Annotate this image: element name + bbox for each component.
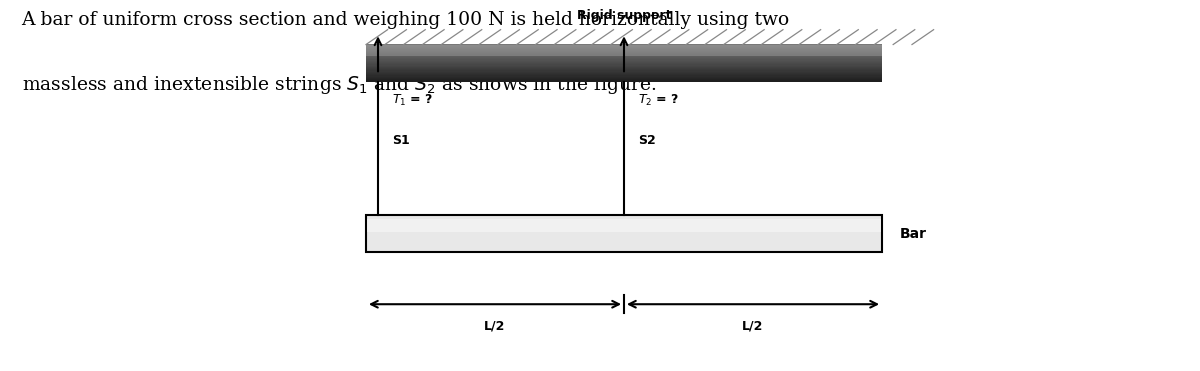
Bar [366, 59, 882, 60]
Bar [366, 71, 882, 73]
Text: $T_1$ = ?: $T_1$ = ? [392, 93, 433, 108]
Text: L/2: L/2 [743, 319, 763, 332]
Bar [366, 56, 882, 58]
Bar [366, 49, 882, 51]
Text: L/2: L/2 [485, 319, 505, 332]
Bar [366, 69, 882, 70]
Bar [366, 72, 882, 74]
Text: Bar: Bar [900, 227, 928, 241]
Bar [366, 75, 882, 77]
Bar [366, 46, 882, 48]
Bar [366, 55, 882, 57]
Bar [366, 65, 882, 67]
Bar [366, 62, 882, 64]
Bar [366, 73, 882, 75]
Bar [366, 45, 882, 56]
Bar [366, 78, 882, 81]
Bar [366, 51, 882, 53]
Text: $T_2$ = ?: $T_2$ = ? [638, 93, 679, 108]
Bar [366, 45, 882, 47]
Bar [366, 58, 882, 59]
Bar [366, 50, 882, 52]
Bar [366, 54, 882, 56]
Bar [366, 70, 882, 72]
Bar [366, 77, 882, 79]
Bar [366, 80, 882, 82]
Bar [366, 61, 882, 63]
Text: S1: S1 [392, 134, 410, 148]
Text: A bar of uniform cross section and weighing 100 N is held horizontally using two: A bar of uniform cross section and weigh… [22, 11, 790, 29]
Bar [366, 60, 882, 62]
Bar [366, 66, 882, 68]
Bar [366, 44, 882, 46]
Bar [366, 52, 882, 55]
Text: S2: S2 [638, 134, 656, 148]
Bar [366, 47, 882, 49]
Bar [366, 63, 882, 66]
Bar [367, 219, 881, 232]
Bar [366, 67, 882, 69]
Bar [366, 215, 882, 252]
Text: Rigid support: Rigid support [577, 9, 671, 22]
Bar [366, 76, 882, 78]
Text: massless and inextensible strings $S_1$ and $S_2$ as shows in the figure.: massless and inextensible strings $S_1$ … [22, 74, 656, 96]
